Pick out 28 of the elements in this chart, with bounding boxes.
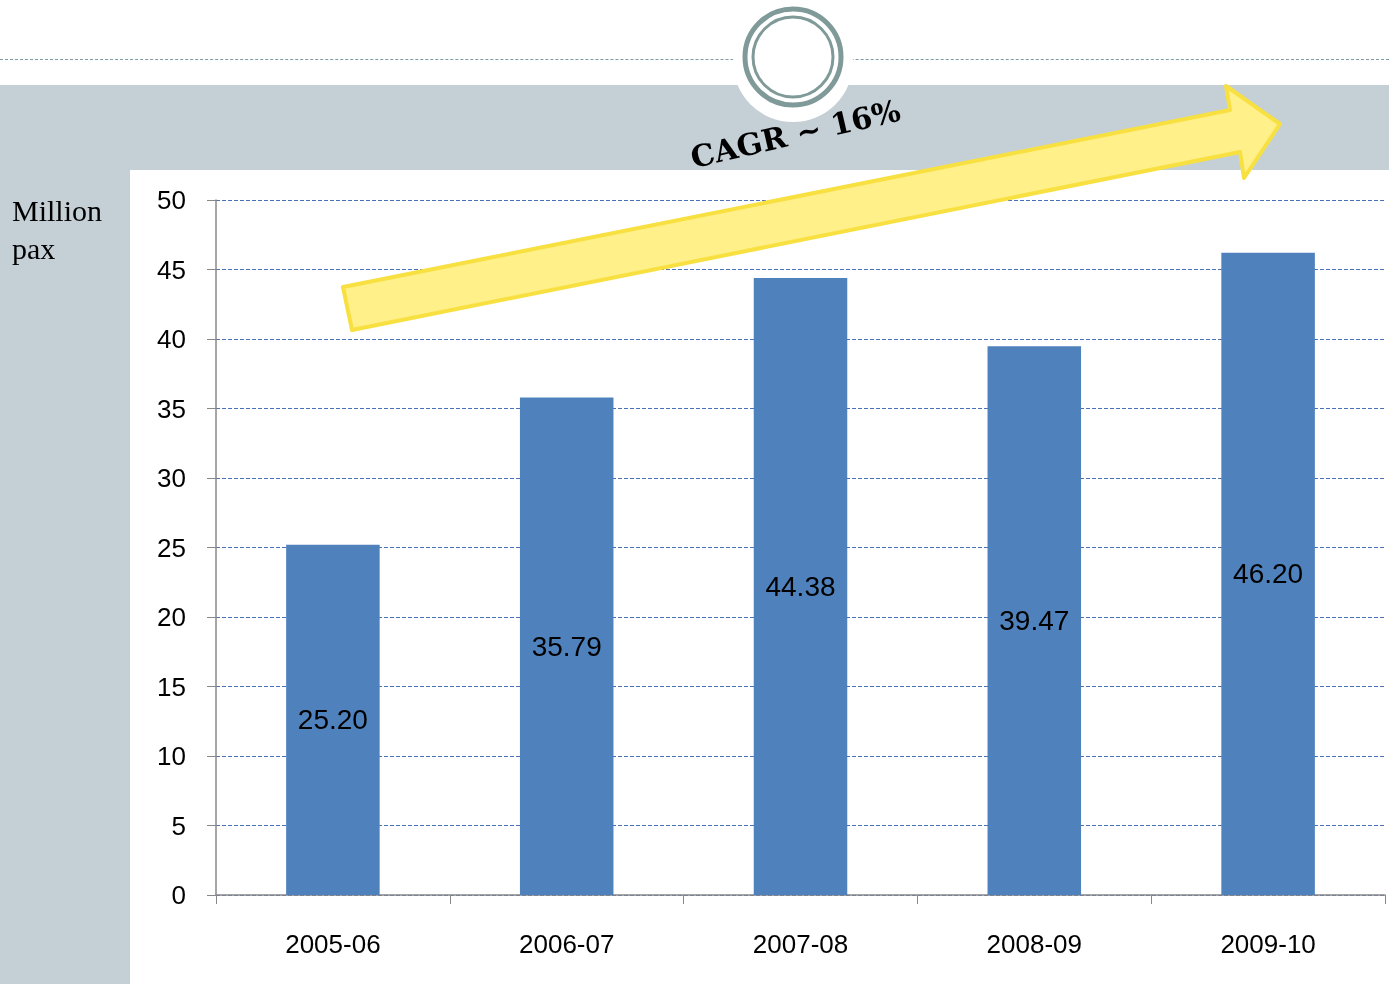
y-tick-label: 20 (157, 602, 186, 632)
y-tick-label: 25 (157, 532, 186, 563)
y-tick-label: 50 (157, 185, 186, 215)
data-label: 25.20 (297, 704, 368, 736)
data-label: 35.79 (531, 630, 602, 662)
x-tick-label: 2009-10 (1220, 929, 1316, 959)
bar (753, 278, 848, 895)
x-tick-label: 2007-08 (752, 929, 849, 959)
x-tick-label: 2008-09 (986, 929, 1083, 959)
y-tick-label: 30 (157, 463, 186, 493)
data-label: 44.38 (765, 571, 836, 603)
y-tick-label: 10 (157, 741, 186, 771)
bar (1221, 252, 1315, 895)
x-tick-label: 2006-07 (518, 929, 615, 959)
bar (519, 397, 614, 895)
bar (987, 346, 1082, 895)
y-tick-label: 0 (171, 880, 186, 910)
bar (286, 544, 380, 895)
data-label: 46.20 (1233, 558, 1304, 590)
y-tick-label: 5 (171, 810, 186, 841)
y-tick-label: 45 (157, 254, 186, 285)
text: CAGR ~ 16% (687, 92, 904, 175)
y-axis-title: Million pax (12, 193, 103, 267)
y-tick-label: 35 (157, 393, 186, 424)
data-label: 39.47 (999, 605, 1070, 637)
y-tick-label: 40 (157, 324, 186, 354)
y-tick-label: 15 (157, 671, 186, 702)
x-tick-label: 2005-06 (285, 929, 381, 959)
